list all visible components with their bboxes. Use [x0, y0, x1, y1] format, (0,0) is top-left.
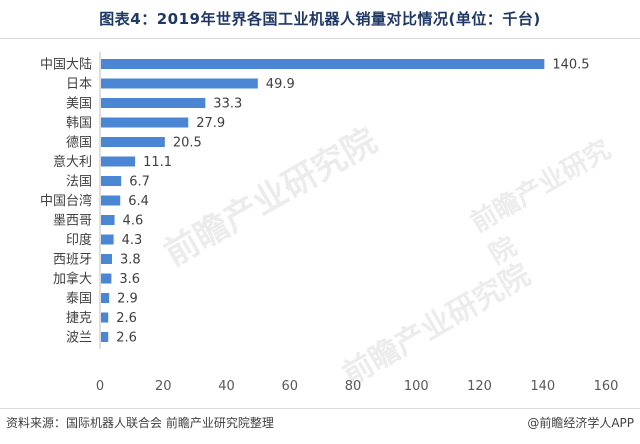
category-label: 加拿大 [53, 271, 92, 287]
category-label: 美国 [66, 97, 92, 112]
bar [101, 254, 113, 264]
x-tick-label: 40 [218, 379, 235, 394]
x-tick-label: 0 [96, 379, 104, 394]
bar [101, 312, 109, 323]
data-label: 3.8 [120, 253, 141, 268]
x-tick-label: 100 [404, 379, 429, 394]
category-label: 中国大陆 [40, 57, 92, 73]
category-label: 韩国 [66, 116, 92, 131]
bar [101, 273, 112, 284]
bar [101, 117, 189, 128]
title-divider [0, 38, 640, 39]
bar [101, 234, 114, 245]
chart-title: 图表4：2019年世界各国工业机器人销量对比情况(单位：千台) [99, 10, 541, 28]
category-label: 西班牙 [53, 253, 92, 268]
x-tick-label: 160 [594, 379, 619, 394]
data-label: 4.6 [123, 214, 144, 229]
category-label: 日本 [66, 77, 92, 92]
data-label: 11.1 [143, 155, 172, 170]
bar [101, 98, 206, 108]
data-label: 49.9 [266, 77, 295, 92]
bar [101, 332, 109, 342]
bar [101, 156, 136, 167]
bar [101, 59, 545, 69]
category-label: 中国台湾 [40, 193, 92, 209]
data-label: 140.5 [552, 58, 589, 73]
category-label: 德国 [66, 136, 92, 151]
category-label: 捷克 [66, 311, 92, 326]
x-tick-label: 120 [467, 379, 492, 394]
bar [101, 195, 121, 206]
bar [101, 137, 165, 147]
footer-divider [0, 408, 640, 409]
x-tick-label: 80 [345, 379, 362, 394]
data-label: 2.6 [116, 311, 137, 326]
data-label: 4.3 [122, 233, 143, 248]
data-label: 27.9 [196, 116, 225, 131]
data-label: 6.7 [129, 175, 150, 190]
data-label: 2.9 [117, 292, 138, 307]
category-label: 泰国 [66, 292, 92, 307]
bar [101, 78, 258, 89]
bar [101, 176, 122, 186]
category-label: 墨西哥 [53, 214, 92, 229]
bar [101, 215, 115, 225]
category-label: 意大利 [53, 154, 92, 170]
data-label: 6.4 [128, 194, 149, 209]
category-label: 印度 [66, 232, 92, 248]
bar-chart: 中国大陆 140.5 日本 49.9 美国 33.3 韩国 27.9 德国 20.5 意大利 11.1… [40, 52, 619, 394]
x-tick-label: 20 [155, 379, 172, 394]
credit-note: @前瞻经济学人APP [527, 416, 634, 430]
bar [101, 293, 110, 303]
category-label: 波兰 [66, 331, 92, 346]
data-label: 33.3 [213, 97, 242, 112]
data-label: 3.6 [119, 272, 140, 287]
category-label: 法国 [66, 175, 92, 190]
x-tick-label: 60 [281, 379, 298, 394]
x-tick-label: 140 [530, 379, 555, 394]
data-label: 20.5 [173, 136, 202, 151]
source-note: 资料来源：国际机器人联合会 前瞻产业研究院整理 [6, 416, 274, 430]
data-label: 2.6 [116, 331, 137, 346]
